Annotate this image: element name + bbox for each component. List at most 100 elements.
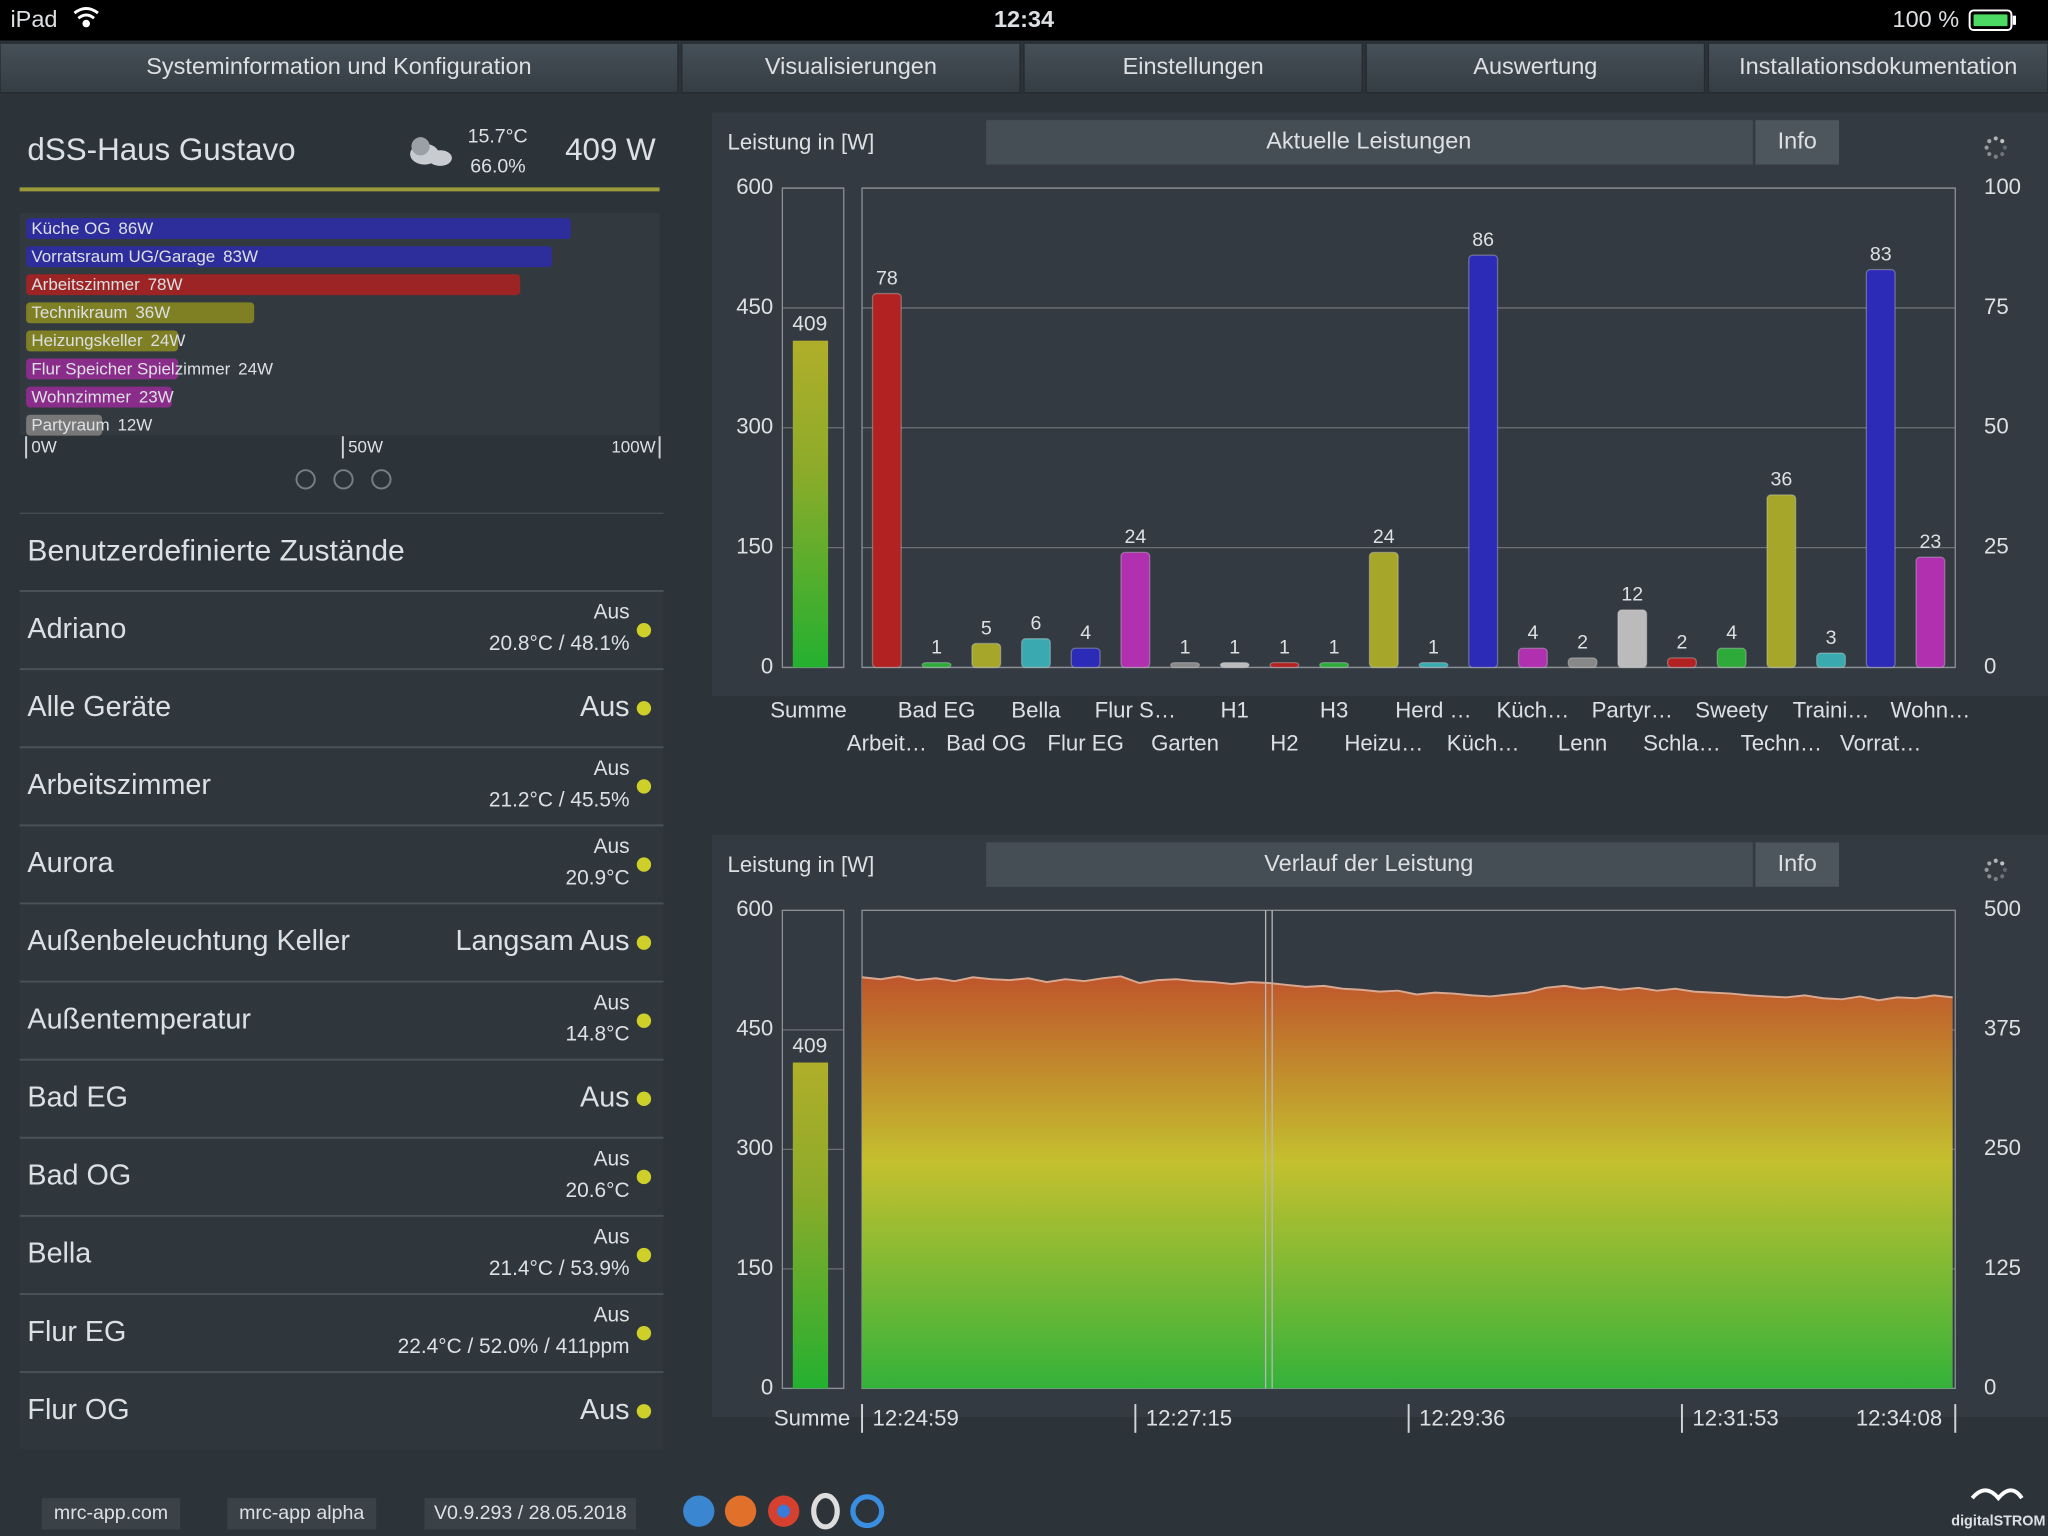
state-row[interactable]: [19, 669, 664, 747]
state-row[interactable]: [19, 1060, 664, 1138]
tab-label[interactable]: Systeminformation und Konfiguration: [146, 53, 531, 79]
tab[interactable]: [681, 42, 1021, 94]
room-bar: [26, 218, 571, 240]
browser-icons: [683, 1492, 885, 1530]
state-row[interactable]: [19, 591, 664, 669]
tab[interactable]: [0, 42, 679, 94]
x-tick-label: H3: [1320, 698, 1348, 723]
state-status: Aus: [594, 601, 630, 624]
tab-label[interactable]: Einstellungen: [1123, 53, 1264, 79]
bar: [1468, 254, 1499, 669]
spinner-dot: [1984, 867, 1989, 872]
state-name[interactable]: Adriano: [27, 613, 126, 645]
state-name[interactable]: Bella: [27, 1238, 91, 1270]
y2-tick-label: 125: [1984, 1255, 2021, 1280]
info-button[interactable]: [1755, 120, 1840, 165]
state-row[interactable]: [19, 1138, 664, 1216]
room-bar-label: Partyraum 12W: [31, 416, 152, 435]
state-indicator: [636, 1247, 652, 1263]
state-row[interactable]: [19, 904, 664, 981]
state-name[interactable]: Aurora: [27, 847, 113, 879]
state-row[interactable]: [19, 982, 664, 1060]
x-tick-label: Bad OG: [946, 730, 1026, 755]
state-status: Aus: [594, 1147, 630, 1170]
footer-box[interactable]: [424, 1498, 637, 1530]
footer-link[interactable]: V0.9.293 / 28.05.2018: [434, 1502, 627, 1524]
state-name[interactable]: Arbeitszimmer: [27, 769, 211, 801]
value-label: 4: [1080, 622, 1091, 644]
state-row[interactable]: [19, 1294, 664, 1372]
room-bar-label: Wohnzimmer 23W: [31, 388, 173, 407]
state-name[interactable]: Alle Geräte: [27, 691, 171, 723]
info-label[interactable]: Info: [1778, 128, 1817, 154]
room-name: Partyraum: [31, 416, 109, 435]
bar: [1766, 494, 1797, 669]
clock: 12:34: [994, 6, 1054, 32]
y-tick-label: 600: [736, 896, 773, 921]
value-label: 3: [1826, 627, 1837, 649]
room-value: 86W: [118, 219, 153, 238]
state-row[interactable]: [19, 747, 664, 825]
x-tick-label: Heizu…: [1344, 730, 1423, 755]
room-value: 24W: [238, 360, 273, 379]
state-name[interactable]: Bad EG: [27, 1081, 128, 1113]
x-tick-label: Flur EG: [1047, 730, 1123, 755]
state-row[interactable]: [19, 1372, 664, 1450]
tab[interactable]: [1365, 42, 1706, 94]
tab-label[interactable]: Auswertung: [1473, 53, 1597, 79]
y2-tick-label: 250: [1984, 1135, 2021, 1160]
x-tick-label: 0W: [31, 437, 56, 456]
state-detail: 21.4°C / 53.9%: [489, 1257, 630, 1280]
info-label[interactable]: Info: [1778, 850, 1817, 876]
x-tick-label: Küch…: [1497, 698, 1570, 723]
x-tick-label: 50W: [348, 437, 383, 456]
footer-box[interactable]: [41, 1498, 181, 1530]
room-name: Arbeitszimmer: [31, 276, 140, 295]
state-status: Aus: [580, 1394, 630, 1426]
y-axis-label: Leistung in [W]: [728, 852, 875, 877]
house-name: dSS-Haus Gustavo: [27, 132, 295, 167]
state-name[interactable]: Flur EG: [27, 1316, 126, 1348]
tab[interactable]: [1707, 42, 2048, 94]
room-name: Wohnzimmer: [31, 388, 131, 407]
bar: [1865, 268, 1896, 669]
footer-link[interactable]: mrc-app alpha: [239, 1502, 364, 1524]
spinner-dot: [2000, 861, 2005, 866]
footer-link[interactable]: mrc-app.com: [54, 1502, 168, 1524]
page-dot[interactable]: [333, 469, 354, 490]
x-tick-label: Partyr…: [1592, 698, 1673, 723]
spinner-dot: [2002, 867, 2007, 872]
footer-box[interactable]: [227, 1498, 377, 1530]
y-tick-label: 300: [736, 1135, 773, 1160]
page-dot[interactable]: [295, 469, 316, 490]
info-button[interactable]: [1755, 842, 1840, 887]
state-indicator: [636, 935, 652, 950]
y-tick-label: 150: [736, 1255, 773, 1280]
x-tick-label: Traini…: [1793, 698, 1870, 723]
page-dot[interactable]: [371, 469, 392, 490]
state-name[interactable]: Flur OG: [27, 1394, 129, 1426]
state-name[interactable]: Außenbeleuchtung Keller: [27, 925, 350, 957]
state-detail: 21.2°C / 45.5%: [489, 788, 630, 811]
wifi-icon: [73, 7, 99, 28]
state-row[interactable]: [19, 825, 664, 903]
brand: digitalSTROM: [1951, 1513, 2045, 1529]
bar: [1567, 657, 1598, 669]
value-label: 2: [1577, 632, 1588, 654]
bar: [871, 292, 902, 669]
tab-label[interactable]: Visualisierungen: [765, 53, 937, 79]
state-name[interactable]: Bad OG: [27, 1160, 131, 1192]
tab[interactable]: [1023, 42, 1363, 94]
x-tick-label: Garten: [1151, 730, 1219, 755]
room-bar: [26, 358, 179, 380]
value-label: 1: [1229, 636, 1240, 658]
state-detail: 22.4°C / 52.0% / 411ppm: [398, 1335, 630, 1358]
spinner-dot: [1993, 858, 1998, 863]
y2-tick-label: 100: [1984, 174, 2021, 199]
tab-label[interactable]: Installationsdokumentation: [1739, 53, 2017, 79]
value-label: 1: [1329, 636, 1340, 658]
state-name[interactable]: Außentemperatur: [27, 1003, 251, 1035]
x-tick-label: 12:29:36: [1419, 1406, 1505, 1431]
state-row[interactable]: [19, 1216, 664, 1294]
